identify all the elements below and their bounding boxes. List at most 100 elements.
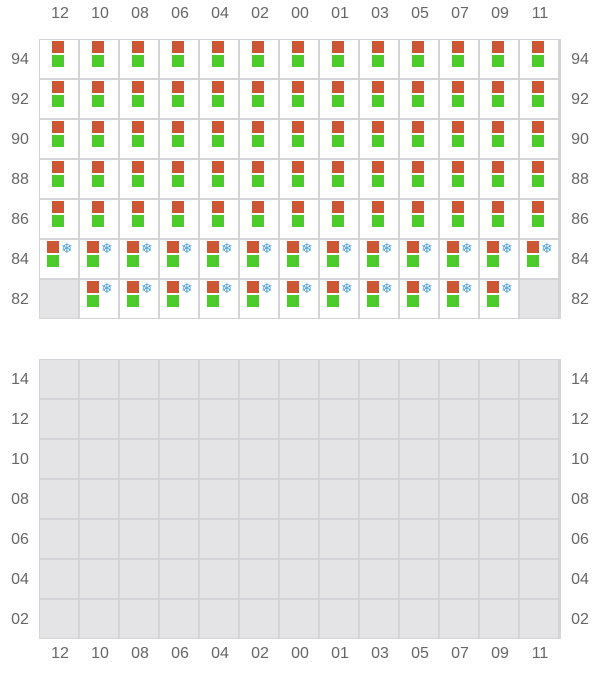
grid-cell[interactable]: ❄ bbox=[120, 240, 158, 278]
grid-cell[interactable]: ❄ bbox=[480, 240, 518, 278]
grid-cell[interactable] bbox=[480, 400, 518, 438]
grid-cell[interactable] bbox=[160, 560, 198, 598]
grid-cell[interactable]: ❄ bbox=[360, 280, 398, 318]
grid-cell[interactable] bbox=[80, 200, 118, 238]
grid-cell[interactable] bbox=[520, 360, 558, 398]
grid-cell[interactable] bbox=[240, 560, 278, 598]
grid-cell[interactable]: ❄ bbox=[160, 240, 198, 278]
grid-cell[interactable] bbox=[160, 600, 198, 638]
grid-cell[interactable] bbox=[520, 120, 558, 158]
grid-cell[interactable] bbox=[480, 440, 518, 478]
grid-cell[interactable] bbox=[400, 200, 438, 238]
grid-cell[interactable] bbox=[120, 120, 158, 158]
grid-cell[interactable] bbox=[520, 80, 558, 118]
grid-cell[interactable] bbox=[200, 40, 238, 78]
grid-cell[interactable] bbox=[80, 400, 118, 438]
grid-cell[interactable]: ❄ bbox=[240, 240, 278, 278]
grid-cell[interactable] bbox=[240, 160, 278, 198]
grid-cell[interactable] bbox=[360, 440, 398, 478]
grid-cell[interactable] bbox=[480, 120, 518, 158]
grid-cell[interactable] bbox=[520, 480, 558, 518]
grid-cell[interactable] bbox=[520, 40, 558, 78]
grid-cell[interactable] bbox=[160, 400, 198, 438]
grid-cell[interactable]: ❄ bbox=[320, 240, 358, 278]
grid-cell[interactable]: ❄ bbox=[160, 280, 198, 318]
grid-cell[interactable] bbox=[120, 440, 158, 478]
grid-cell[interactable] bbox=[40, 440, 78, 478]
grid-cell[interactable] bbox=[40, 480, 78, 518]
grid-cell[interactable] bbox=[120, 400, 158, 438]
grid-cell[interactable] bbox=[480, 600, 518, 638]
grid-cell[interactable] bbox=[360, 480, 398, 518]
grid-cell[interactable] bbox=[480, 560, 518, 598]
grid-cell[interactable] bbox=[400, 520, 438, 558]
grid-cell[interactable] bbox=[120, 200, 158, 238]
grid-cell[interactable]: ❄ bbox=[320, 280, 358, 318]
grid-cell[interactable] bbox=[520, 560, 558, 598]
grid-cell[interactable]: ❄ bbox=[440, 240, 478, 278]
grid-cell[interactable] bbox=[360, 160, 398, 198]
grid-cell[interactable] bbox=[440, 40, 478, 78]
grid-cell[interactable]: ❄ bbox=[200, 280, 238, 318]
grid-cell[interactable] bbox=[320, 480, 358, 518]
grid-cell[interactable] bbox=[480, 520, 518, 558]
grid-cell[interactable] bbox=[480, 40, 518, 78]
grid-cell[interactable] bbox=[400, 160, 438, 198]
grid-cell[interactable] bbox=[440, 480, 478, 518]
grid-cell[interactable] bbox=[40, 160, 78, 198]
grid-cell[interactable] bbox=[40, 600, 78, 638]
grid-cell[interactable] bbox=[80, 40, 118, 78]
grid-cell[interactable] bbox=[400, 120, 438, 158]
grid-cell[interactable] bbox=[320, 40, 358, 78]
grid-cell[interactable] bbox=[80, 80, 118, 118]
grid-cell[interactable] bbox=[160, 120, 198, 158]
grid-cell[interactable] bbox=[440, 80, 478, 118]
grid-cell[interactable] bbox=[360, 120, 398, 158]
grid-cell[interactable] bbox=[40, 200, 78, 238]
grid-cell[interactable]: ❄ bbox=[120, 280, 158, 318]
grid-cell[interactable] bbox=[320, 600, 358, 638]
grid-cell[interactable] bbox=[440, 360, 478, 398]
grid-cell[interactable] bbox=[200, 440, 238, 478]
grid-cell[interactable] bbox=[160, 80, 198, 118]
grid-cell[interactable] bbox=[200, 80, 238, 118]
grid-cell[interactable] bbox=[320, 80, 358, 118]
grid-cell[interactable]: ❄ bbox=[480, 280, 518, 318]
grid-cell[interactable] bbox=[280, 600, 318, 638]
grid-cell[interactable] bbox=[320, 400, 358, 438]
grid-cell[interactable] bbox=[160, 360, 198, 398]
grid-cell[interactable] bbox=[320, 160, 358, 198]
grid-cell[interactable] bbox=[280, 400, 318, 438]
grid-cell[interactable] bbox=[40, 400, 78, 438]
grid-cell[interactable]: ❄ bbox=[360, 240, 398, 278]
grid-cell[interactable] bbox=[200, 560, 238, 598]
grid-cell[interactable] bbox=[440, 520, 478, 558]
grid-cell[interactable] bbox=[400, 480, 438, 518]
grid-cell[interactable] bbox=[320, 520, 358, 558]
grid-cell[interactable]: ❄ bbox=[80, 280, 118, 318]
grid-cell[interactable] bbox=[80, 120, 118, 158]
grid-cell[interactable]: ❄ bbox=[40, 240, 78, 278]
grid-cell[interactable] bbox=[200, 600, 238, 638]
grid-cell[interactable] bbox=[480, 360, 518, 398]
grid-cell[interactable] bbox=[400, 40, 438, 78]
grid-cell[interactable] bbox=[80, 520, 118, 558]
grid-cell[interactable] bbox=[120, 80, 158, 118]
grid-cell[interactable] bbox=[440, 120, 478, 158]
grid-cell[interactable] bbox=[360, 400, 398, 438]
grid-cell[interactable] bbox=[440, 400, 478, 438]
grid-cell[interactable] bbox=[480, 200, 518, 238]
grid-cell[interactable] bbox=[520, 160, 558, 198]
grid-cell[interactable] bbox=[240, 200, 278, 238]
grid-cell[interactable] bbox=[80, 600, 118, 638]
grid-cell[interactable] bbox=[160, 520, 198, 558]
grid-cell[interactable] bbox=[80, 480, 118, 518]
grid-cell[interactable] bbox=[320, 440, 358, 478]
grid-cell[interactable] bbox=[160, 200, 198, 238]
grid-cell[interactable] bbox=[440, 200, 478, 238]
grid-cell[interactable] bbox=[440, 560, 478, 598]
grid-cell[interactable] bbox=[280, 560, 318, 598]
grid-cell[interactable]: ❄ bbox=[400, 280, 438, 318]
grid-cell[interactable] bbox=[360, 360, 398, 398]
grid-cell[interactable] bbox=[520, 400, 558, 438]
